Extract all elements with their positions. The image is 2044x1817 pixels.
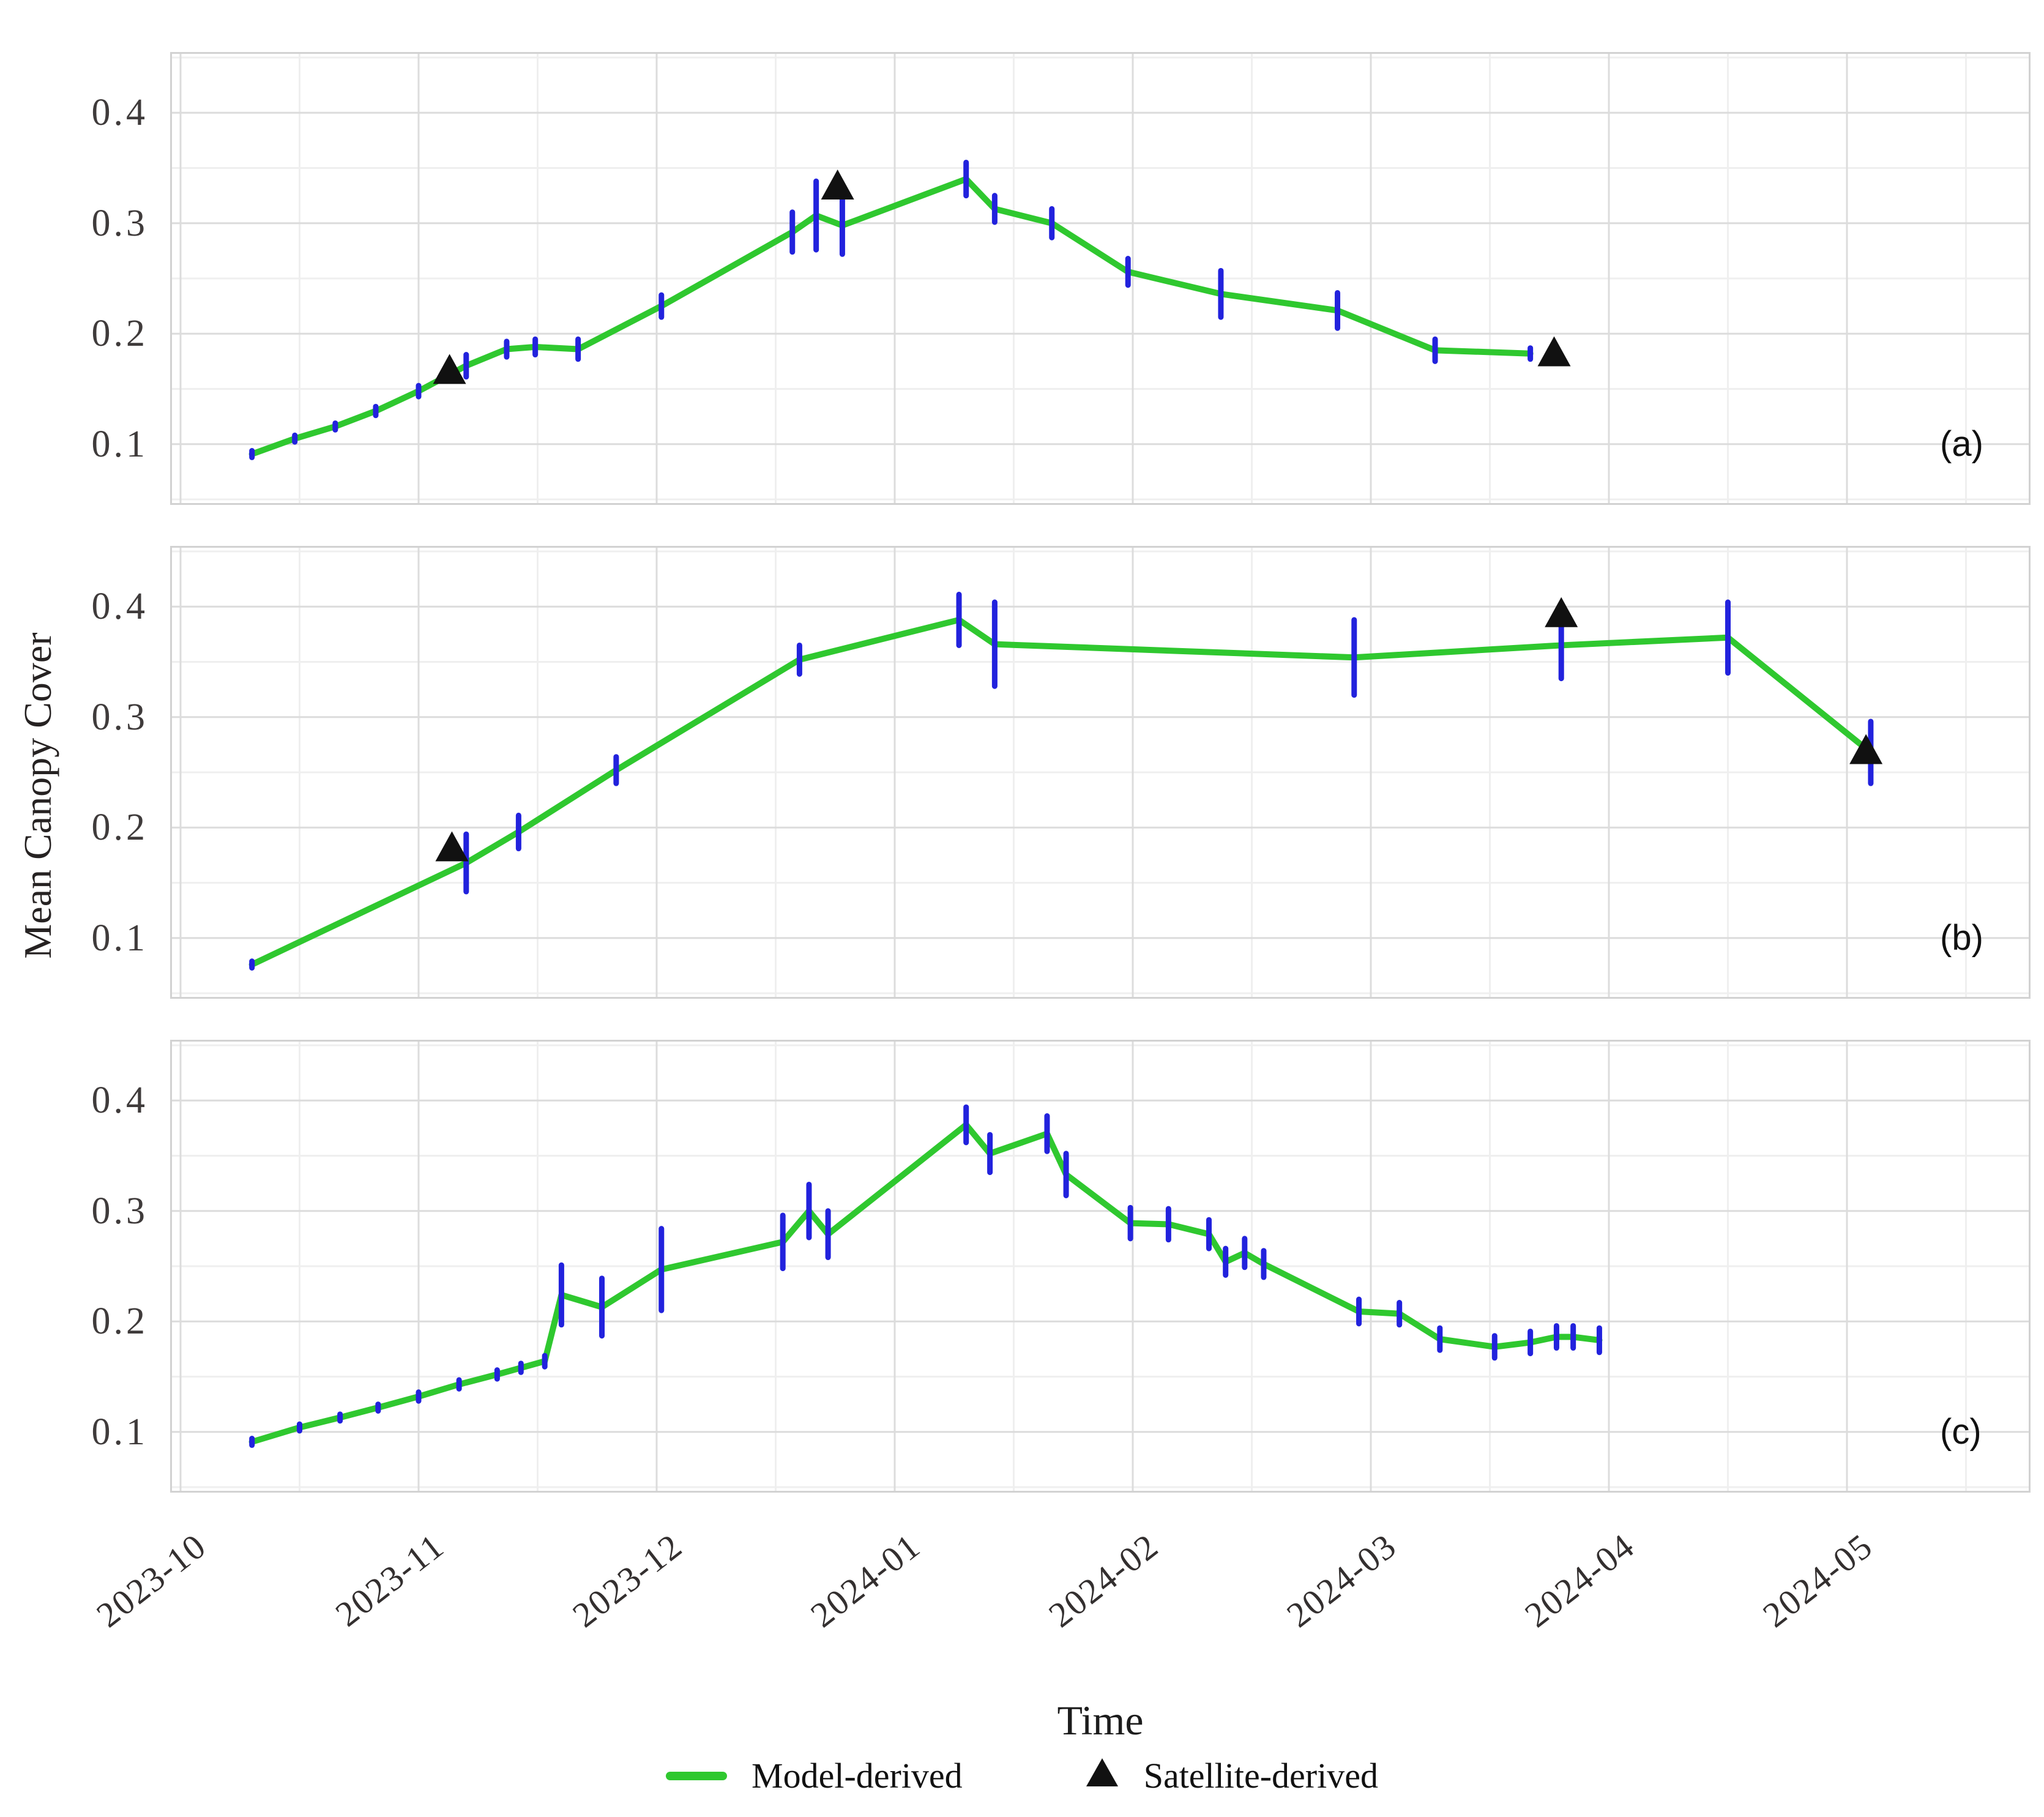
model-line-swatch-icon — [666, 1771, 728, 1780]
panel-border — [170, 546, 2031, 999]
y-tick-label: 0.2 — [91, 1300, 148, 1343]
legend: Model-derived Satellite-derived — [0, 1755, 2044, 1796]
legend-label-satellite: Satellite-derived — [1143, 1756, 1378, 1796]
satellite-point — [435, 831, 469, 862]
y-tick-label: 0.4 — [91, 92, 148, 134]
panel-b: (b) — [170, 546, 2031, 999]
y-tick-label: 0.2 — [91, 807, 148, 849]
y-tick-label: 0.2 — [91, 313, 148, 355]
y-axis-title: Mean Canopy Cover — [16, 632, 59, 959]
x-tick-label: 2024-03 — [1279, 1525, 1404, 1635]
x-tick-label: 2023-10 — [89, 1525, 214, 1635]
satellite-triangle-icon — [1085, 1755, 1119, 1796]
x-tick-label: 2023-12 — [565, 1525, 690, 1635]
x-tick-label: 2023-11 — [327, 1525, 452, 1635]
y-tick-label: 0.4 — [91, 1080, 148, 1122]
panel-tag: (a) — [1940, 424, 1983, 464]
y-tick-label: 0.1 — [91, 423, 148, 465]
y-tick-label: 0.4 — [91, 586, 148, 628]
y-tick-label: 0.3 — [91, 202, 148, 244]
panel-border — [170, 1040, 2031, 1493]
panel-a: (a) — [170, 52, 2031, 505]
satellite-point — [433, 354, 466, 384]
y-tick-label: 0.1 — [91, 1411, 148, 1453]
legend-label-model: Model-derived — [752, 1756, 963, 1796]
x-axis-title: Time — [1057, 1697, 1144, 1744]
satellite-point — [821, 170, 854, 200]
x-tick-label: 2024-04 — [1517, 1525, 1642, 1635]
y-tick-label: 0.3 — [91, 1190, 148, 1232]
panel-tag: (c) — [1940, 1412, 1982, 1452]
x-tick-label: 2024-05 — [1755, 1525, 1880, 1635]
model-line — [248, 1121, 1603, 1445]
satellite-point — [1545, 597, 1578, 627]
panel-border — [170, 52, 2031, 505]
model-line — [248, 616, 1874, 968]
satellite-point — [1849, 734, 1883, 764]
panel-tag: (b) — [1940, 918, 1983, 958]
x-tick-label: 2024-02 — [1041, 1525, 1166, 1635]
satellite-point — [1537, 336, 1571, 367]
y-tick-label: 0.3 — [91, 696, 148, 738]
panel-c: (c) — [170, 1040, 2031, 1493]
y-tick-label: 0.1 — [91, 917, 148, 959]
x-tick-label: 2024-01 — [803, 1525, 928, 1635]
